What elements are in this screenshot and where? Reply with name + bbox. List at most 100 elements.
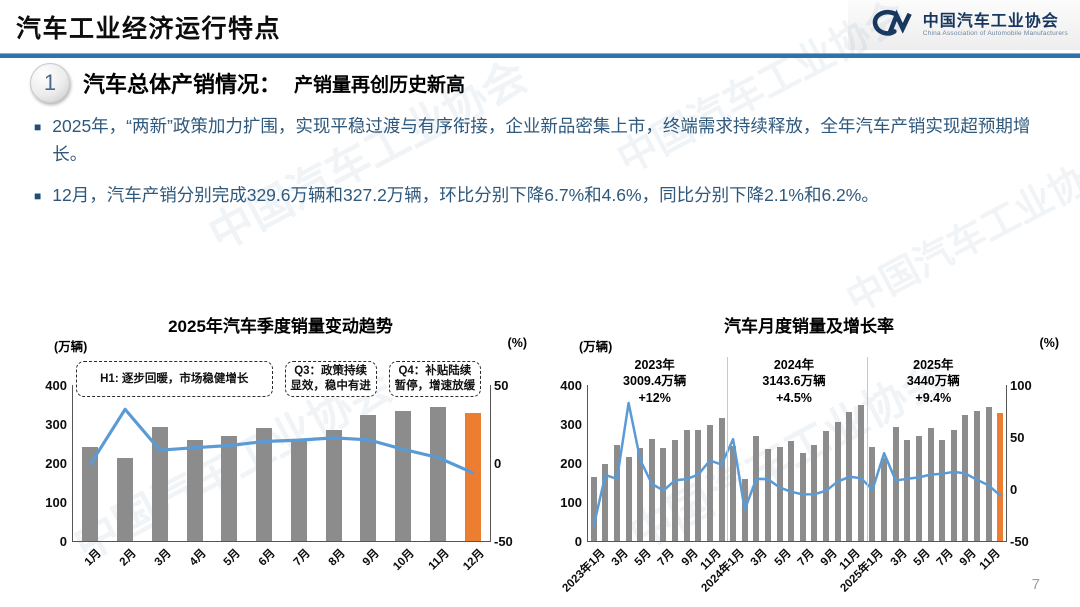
sales-bar [221,436,238,541]
sales-bar [614,445,621,541]
y-axis-tick-right: -50 [1010,534,1029,549]
chart-title: 汽车月度销量及增长率 [724,317,894,336]
sales-bar [151,427,168,541]
page-title: 汽车工业经济运行特点 [16,15,282,43]
sales-bar [590,476,597,541]
sales-bar [186,440,203,541]
y-axis-tick-left: 400 [45,378,67,393]
sales-bar [82,446,99,541]
sales-bar [753,435,760,541]
caam-name-en: China Association of Automobile Manufact… [922,30,1068,38]
sales-bar [256,427,273,541]
y-axis-tick-left: 300 [45,417,67,432]
sales-bar [672,440,679,541]
y-axis-tick-left: 300 [560,417,582,432]
plot-area: 0 100 200 300 400 -50 0 50 100 2023年1月 3月 5月 7月 9月 11月… [560,357,1032,595]
sales-bar [360,415,377,541]
sales-bar [962,415,969,541]
sales-bar [602,463,609,541]
sales-bar [290,439,307,541]
sales-bar [429,407,446,541]
sales-bar [799,452,806,541]
sales-bar [395,411,412,541]
section-title: 汽车总体产销情况： [83,72,282,97]
y-axis-tick-left: 200 [560,456,582,471]
sales-bar [915,436,922,541]
sales-bar [939,439,946,541]
y-axis-tick-left: 0 [59,534,67,549]
sales-bar [683,429,690,541]
sales-bar [625,456,632,541]
section-header: 1 汽车总体产销情况： 产销量再创历史新高 [30,63,465,103]
growth-rate-line [88,407,475,475]
sales-bar [857,404,864,541]
caam-logo-mark-icon [869,8,915,43]
sales-bar [904,440,911,541]
quarterly-sales-trend-chart: 2025年汽车季度销量变动趋势 (万辆) (%) 0 100 200 300 400 -5… [28,300,533,607]
y-axis-tick-left: 0 [574,534,582,549]
sales-bar [776,446,783,541]
y-axis-tick-left: 100 [560,495,582,510]
sales-bar [648,438,655,541]
y-axis-tick-left: 400 [560,378,582,393]
section-number-badge: 1 [30,63,70,103]
sales-bar [464,413,481,541]
sales-bar [823,431,830,541]
sales-bar [892,427,899,541]
bullet-list: ■ 2025年，“两新”政策加力扩围，实现平稳过渡与有序衔接，企业新品密集上市，… [34,112,1048,222]
list-item: ■ 2025年，“两新”政策加力扩围，实现平稳过渡与有序衔接，企业新品密集上市，… [34,112,1048,168]
y-axis-tick-right: 100 [1010,378,1032,393]
plot-area: 0 100 200 300 400 -50 0 50 1月 2月 3月 4月 5月 6月 7月 8月 9月 10月… [45,361,513,573]
page-number: 7 [1031,576,1040,593]
y-axis-tick-right: 0 [494,456,502,471]
bullet-square-icon: ■ [34,120,42,134]
right-axis-unit-label: (%) [1039,336,1059,350]
bullet-square-icon: ■ [34,189,42,203]
year-summary-label: 2024年 3143.6万辆 +4.5% [762,358,826,405]
sales-bar [117,457,134,541]
sales-bar [927,427,934,541]
sales-bar [764,449,771,541]
y-axis-tick-left: 200 [45,456,67,471]
right-axis-unit-label: (%) [507,336,527,350]
year-separator [727,357,729,541]
caam-logo-text: 中国汽车工业协会 China Association of Automobile… [923,13,1068,38]
sales-bar [325,429,342,541]
year-summary-label: 2023年 3009.4万辆 +12% [623,358,687,405]
left-axis-unit-label: (万辆) [579,340,613,354]
y-axis-tick-left: 100 [45,495,67,510]
y-axis-tick-right: 50 [1010,430,1025,445]
sales-bar [997,413,1004,541]
sales-bar [973,411,980,541]
sales-bar [730,445,737,541]
sales-bar [950,429,957,541]
year-separator [866,357,868,541]
sales-bar [695,429,702,541]
growth-rate-line [592,401,1002,527]
left-axis-unit-label: (万辆) [54,340,88,354]
year-summary-label: 2025年 3440万辆 +9.4% [906,358,960,405]
caam-name-cn: 中国汽车工业协会 [922,12,1059,30]
annotation-box: H1: 逐步回暖，市场稳健增长 [76,361,273,397]
y-axis-tick-right: 0 [1010,482,1018,497]
y-axis-tick-right: -50 [494,534,513,549]
caam-logo: 中国汽车工业协会 China Association of Automobile… [848,0,1080,50]
annotation-box: Q4：补贴陆续 暂停，增速放缓 [388,361,481,397]
annotation-box: Q3：政策持续 显效，稳中有进 [284,361,377,397]
sales-bar [881,457,888,541]
sales-bar [869,446,876,541]
sales-bar [985,407,992,541]
section-tagline: 产销量再创历史新高 [294,74,466,96]
bullet-text: 12月，汽车产销分别完成329.6万辆和327.2万辆，环比分别下降6.7%和4… [52,185,879,205]
header-divider [0,53,1080,58]
sales-bar [637,448,644,541]
list-item: ■ 12月，汽车产销分别完成329.6万辆和327.2万辆，环比分别下降6.7%… [34,181,1048,209]
bullet-text: 2025年，“两新”政策加力扩围，实现平稳过渡与有序衔接，企业新品密集上市，终端… [52,116,1031,164]
sales-bar [660,447,667,541]
sales-bar [718,417,725,541]
sales-bar [706,425,713,541]
chart-title: 2025年汽车季度销量变动趋势 [168,317,393,336]
monthly-sales-growth-chart: 汽车月度销量及增长率 (万辆) (%) 0 100 200 300 400 -50 0 50 1… [553,300,1065,607]
y-axis-tick-right: 50 [494,378,509,393]
